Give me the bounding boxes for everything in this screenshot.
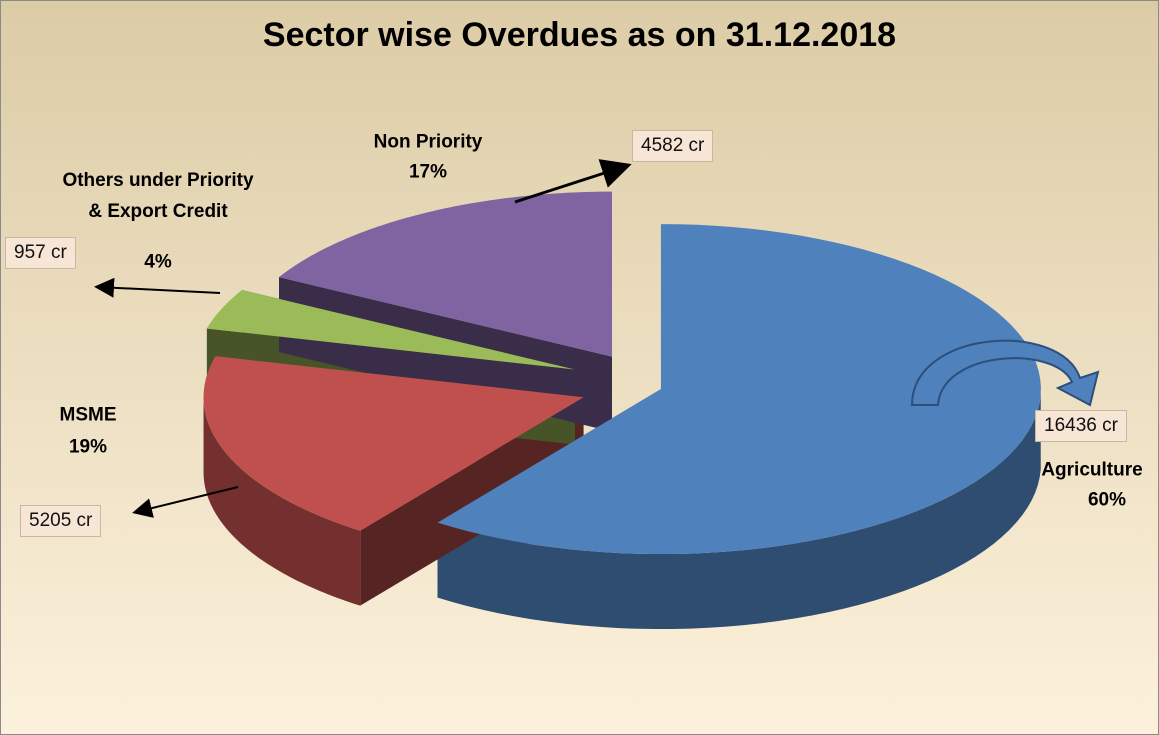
value-label: 4% [144, 251, 172, 273]
pie [203, 191, 1041, 630]
category-label: Others under Priority & Export Credit [62, 170, 254, 222]
chart-title: Sector wise Overdues as on 31.12.2018 [262, 16, 897, 54]
curved-arrow [910, 339, 1100, 407]
slice [203, 356, 584, 531]
slice-side [437, 394, 1041, 630]
category-label: Non Priority [373, 131, 483, 153]
amount-label: 5205 cr [20, 505, 102, 537]
arrow [94, 277, 221, 298]
slice-side [203, 397, 361, 606]
slice [279, 191, 613, 357]
value-label: 19% [68, 436, 108, 458]
category-label: Agriculture [1041, 459, 1143, 481]
value-label: 60% [1087, 489, 1127, 511]
arrow [514, 159, 632, 204]
slice [206, 290, 575, 370]
value-label: 17% [408, 161, 448, 183]
amount-label: 16436 cr [1035, 410, 1127, 442]
amount-label: 957 cr [5, 237, 76, 269]
slice [437, 224, 1041, 555]
amount-label: 4582 cr [632, 130, 714, 162]
category-label: MSME [59, 404, 117, 426]
arrow [132, 486, 239, 518]
